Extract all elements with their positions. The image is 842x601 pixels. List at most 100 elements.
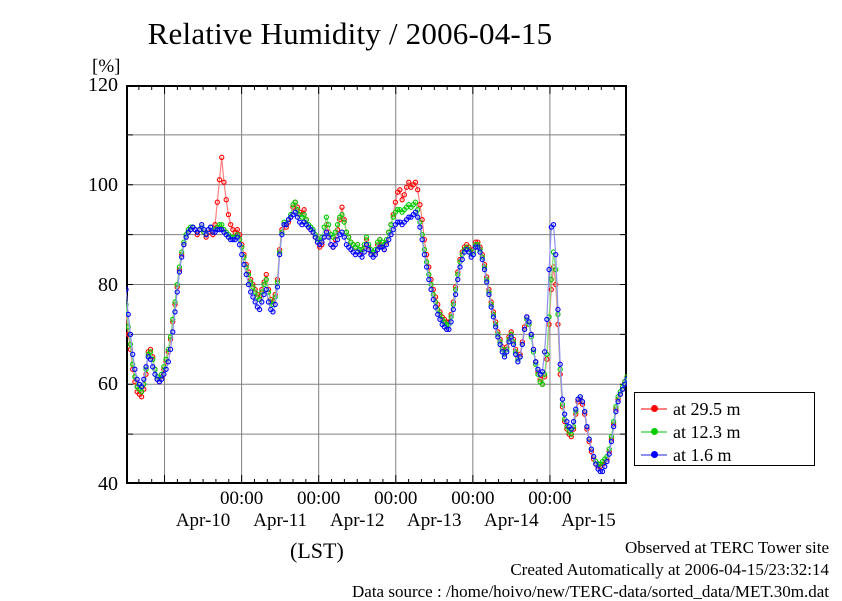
data-point bbox=[279, 231, 285, 238]
data-point bbox=[386, 236, 392, 243]
data-point bbox=[613, 409, 619, 415]
plot-canvas bbox=[126, 85, 627, 484]
data-point bbox=[219, 221, 225, 228]
data-point bbox=[617, 391, 623, 397]
footer-data-source: Data source : /home/hoivo/new/TERC-data/… bbox=[352, 582, 829, 601]
data-point bbox=[323, 229, 330, 235]
data-point bbox=[252, 299, 258, 305]
data-point bbox=[310, 229, 316, 235]
data-point bbox=[158, 376, 165, 382]
data-point bbox=[301, 212, 307, 218]
series-1 bbox=[126, 154, 627, 470]
data-point bbox=[588, 446, 595, 452]
data-point bbox=[568, 426, 574, 432]
data-point bbox=[606, 451, 612, 457]
x-day-label: Apr-11 bbox=[253, 510, 308, 531]
data-point bbox=[183, 234, 189, 240]
data-point bbox=[225, 212, 232, 218]
data-point bbox=[430, 296, 436, 303]
y-tick-label: 60 bbox=[98, 373, 118, 396]
legend-item-1[interactable]: at 29.5 m bbox=[641, 398, 741, 420]
page-title: Relative Humidity / 2006-04-15 bbox=[147, 16, 553, 51]
data-point bbox=[325, 234, 332, 240]
data-point bbox=[419, 236, 425, 243]
data-point bbox=[239, 251, 245, 258]
x-time-label: 00:00 bbox=[219, 488, 264, 509]
data-point bbox=[519, 341, 525, 347]
data-point bbox=[619, 386, 626, 392]
data-point bbox=[334, 236, 341, 243]
data-point bbox=[181, 241, 187, 248]
data-point bbox=[170, 329, 176, 335]
data-point bbox=[138, 394, 145, 400]
data-series-group bbox=[126, 154, 627, 475]
data-point bbox=[219, 154, 225, 160]
data-point bbox=[354, 241, 361, 248]
data-point bbox=[366, 246, 372, 253]
data-point bbox=[599, 468, 606, 475]
data-point bbox=[417, 219, 423, 225]
data-point bbox=[163, 366, 169, 372]
data-point bbox=[397, 187, 403, 193]
x-day-label: Apr-13 bbox=[407, 510, 462, 531]
data-point bbox=[597, 468, 603, 475]
data-point bbox=[263, 276, 269, 283]
data-point bbox=[147, 356, 154, 362]
data-point bbox=[426, 276, 432, 283]
x-day-label: Apr-15 bbox=[561, 510, 616, 531]
data-point bbox=[234, 234, 240, 240]
data-point bbox=[179, 254, 185, 260]
data-point bbox=[377, 244, 383, 250]
data-point bbox=[452, 291, 459, 298]
y-tick-label: 120 bbox=[88, 74, 118, 96]
data-point bbox=[292, 209, 298, 215]
legend-item-3[interactable]: at 1.6 m bbox=[641, 444, 732, 466]
data-point bbox=[421, 251, 428, 258]
data-point bbox=[497, 341, 503, 347]
legend: at 29.5 m at 12.3 m at 1.6 m bbox=[634, 392, 815, 466]
data-point bbox=[457, 264, 463, 270]
data-point bbox=[130, 361, 136, 367]
data-point bbox=[323, 214, 330, 220]
data-point bbox=[301, 207, 307, 213]
data-point bbox=[383, 241, 390, 248]
data-point bbox=[437, 316, 443, 323]
data-point bbox=[141, 376, 147, 382]
data-point bbox=[506, 339, 512, 345]
data-point bbox=[430, 291, 436, 298]
y-tick-label: 80 bbox=[98, 273, 118, 296]
data-point bbox=[590, 453, 597, 460]
data-point bbox=[283, 221, 289, 228]
data-point bbox=[417, 202, 423, 208]
legend-item-2[interactable]: at 12.3 m bbox=[641, 421, 741, 443]
x-time-label: 00:00 bbox=[374, 488, 418, 509]
data-point bbox=[412, 199, 419, 205]
data-point bbox=[152, 371, 158, 377]
data-point bbox=[539, 381, 546, 387]
data-point bbox=[515, 359, 521, 365]
data-point bbox=[428, 281, 434, 288]
data-point bbox=[579, 399, 586, 405]
data-point bbox=[150, 364, 156, 370]
data-point bbox=[477, 249, 483, 255]
x-time-label: 00:00 bbox=[297, 488, 341, 509]
data-point bbox=[332, 241, 338, 248]
data-point bbox=[241, 261, 247, 268]
data-point bbox=[216, 177, 223, 183]
data-point bbox=[435, 311, 441, 318]
data-point bbox=[546, 266, 552, 273]
data-point bbox=[214, 199, 220, 205]
data-point bbox=[570, 419, 577, 425]
data-point bbox=[339, 212, 345, 218]
data-point bbox=[334, 221, 341, 228]
data-point bbox=[446, 326, 452, 333]
data-point bbox=[230, 236, 236, 243]
data-point bbox=[265, 299, 272, 305]
data-point bbox=[555, 306, 561, 313]
x-time-label: 00:00 bbox=[528, 488, 572, 509]
data-point bbox=[272, 301, 278, 308]
data-point bbox=[490, 314, 497, 320]
data-point bbox=[394, 207, 401, 213]
data-point bbox=[138, 389, 145, 395]
data-point bbox=[586, 436, 592, 442]
